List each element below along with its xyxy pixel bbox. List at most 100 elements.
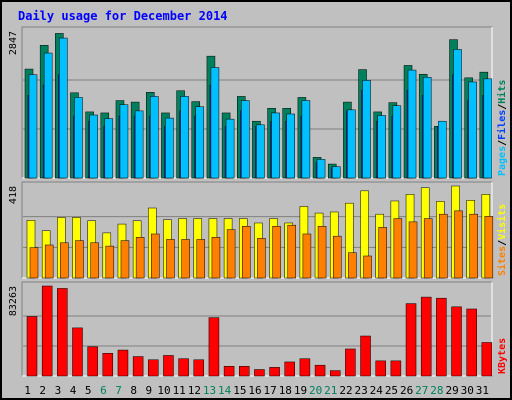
bar-pages-31 [483,78,493,179]
bar-pages-5 [89,114,98,179]
bar-sites-1 [29,247,39,279]
bar-sites-19 [302,233,312,279]
bar-pages-21 [331,166,341,179]
bar-kbytes-1 [26,316,38,377]
bar-sites-30 [469,213,478,279]
legend-item-hits-files-pages-4: Hits [496,80,508,104]
legend-item-visits-sites-0: Sites [496,246,508,276]
bar-pages-19 [301,100,311,179]
x-tick-label-1: 1 [24,384,31,397]
bar-pages-9 [150,96,159,179]
x-tick-label-16: 16 [248,384,261,397]
bar-sites-11 [181,239,190,279]
bar-pages-26 [407,69,417,179]
bar-sites-17 [272,226,281,279]
bar-kbytes-5 [87,346,98,377]
bar-pages-6 [104,118,114,179]
bar-kbytes-26 [405,303,417,377]
x-tick-label-17: 17 [264,384,277,397]
bar-pages-11 [180,96,189,179]
bar-pages-10 [165,117,174,179]
bar-pages-25 [392,105,402,179]
bar-kbytes-7 [117,349,129,377]
x-tick-label-20: 20 [309,384,322,397]
legend-item-visits-sites-2: Visits [496,204,508,240]
bar-kbytes-28 [436,297,447,377]
x-tick-label-27: 27 [415,384,428,397]
bar-pages-12 [195,106,205,179]
max-label-visits-sites: 418 [8,186,19,204]
x-tick-label-31: 31 [476,384,489,397]
bar-kbytes-20 [314,364,326,377]
x-tick-label-10: 10 [157,384,170,397]
chart-title: Daily usage for December 2014 [18,9,228,23]
legend-item-kbytes-0: KBytes [497,338,508,374]
bar-pages-29 [453,49,462,179]
bar-kbytes-6 [102,353,114,377]
bar-pages-7 [119,104,129,179]
bar-pages-24 [377,115,386,179]
bar-sites-22 [348,252,357,279]
bar-sites-2 [44,244,54,279]
x-tick-label-5: 5 [85,384,92,397]
bar-pages-1 [28,74,38,179]
x-tick-label-19: 19 [294,384,307,397]
bar-kbytes-21 [329,370,341,377]
bar-kbytes-25 [390,360,402,377]
x-tick-label-13: 13 [203,384,216,397]
x-tick-label-4: 4 [70,384,77,397]
bar-kbytes-12 [193,359,205,377]
x-tick-label-29: 29 [445,384,458,397]
bar-sites-7 [120,240,130,279]
bar-sites-24 [378,227,387,279]
x-tick-label-23: 23 [355,384,368,397]
bar-pages-20 [316,159,326,179]
x-tick-label-8: 8 [130,384,137,397]
bar-kbytes-19 [299,358,311,377]
x-tick-label-21: 21 [324,384,337,397]
bar-pages-13 [210,67,220,179]
bar-sites-4 [75,240,84,279]
bar-sites-13 [211,237,221,279]
bar-sites-9 [151,233,160,279]
bar-pages-30 [468,81,477,179]
bar-sites-29 [454,210,463,279]
max-label-kbytes: 83263 [8,286,19,316]
x-tick-label-18: 18 [279,384,292,397]
bar-sites-21 [332,235,342,279]
bar-sites-31 [484,216,494,279]
bar-sites-18 [287,224,296,279]
x-tick-label-12: 12 [188,384,201,397]
bar-pages-8 [134,110,144,179]
x-tick-label-11: 11 [173,384,186,397]
x-tick-label-3: 3 [55,384,62,397]
x-tick-label-9: 9 [146,384,153,397]
bar-kbytes-31 [481,342,493,377]
x-tick-label-26: 26 [400,384,413,397]
bar-pages-22 [347,109,356,179]
x-tick-label-14: 14 [218,384,232,397]
bar-kbytes-11 [178,358,189,377]
bar-sites-5 [90,242,99,279]
bar-pages-16 [256,124,265,179]
legend-kbytes: KBytes [497,338,508,374]
bar-pages-14 [225,118,235,179]
bar-sites-26 [408,221,418,279]
bar-sites-10 [166,239,175,279]
bar-kbytes-23 [360,335,371,377]
bar-kbytes-8 [132,356,144,377]
bar-kbytes-27 [420,296,432,377]
bar-sites-27 [423,218,433,279]
bar-pages-2 [43,52,53,179]
max-label-hits-files-pages: 2847 [8,31,19,55]
bar-sites-14 [226,229,236,279]
legend-hits-files-pages: Pages/Files/Hits [496,80,508,176]
legend-item-hits-files-pages-1: / [497,140,508,146]
bar-sites-3 [60,242,69,279]
x-tick-label-25: 25 [385,384,398,397]
legend-item-hits-files-pages-0: Pages [497,146,508,176]
bar-kbytes-18 [284,361,295,377]
bar-kbytes-24 [375,360,386,377]
bar-sites-12 [196,239,206,279]
